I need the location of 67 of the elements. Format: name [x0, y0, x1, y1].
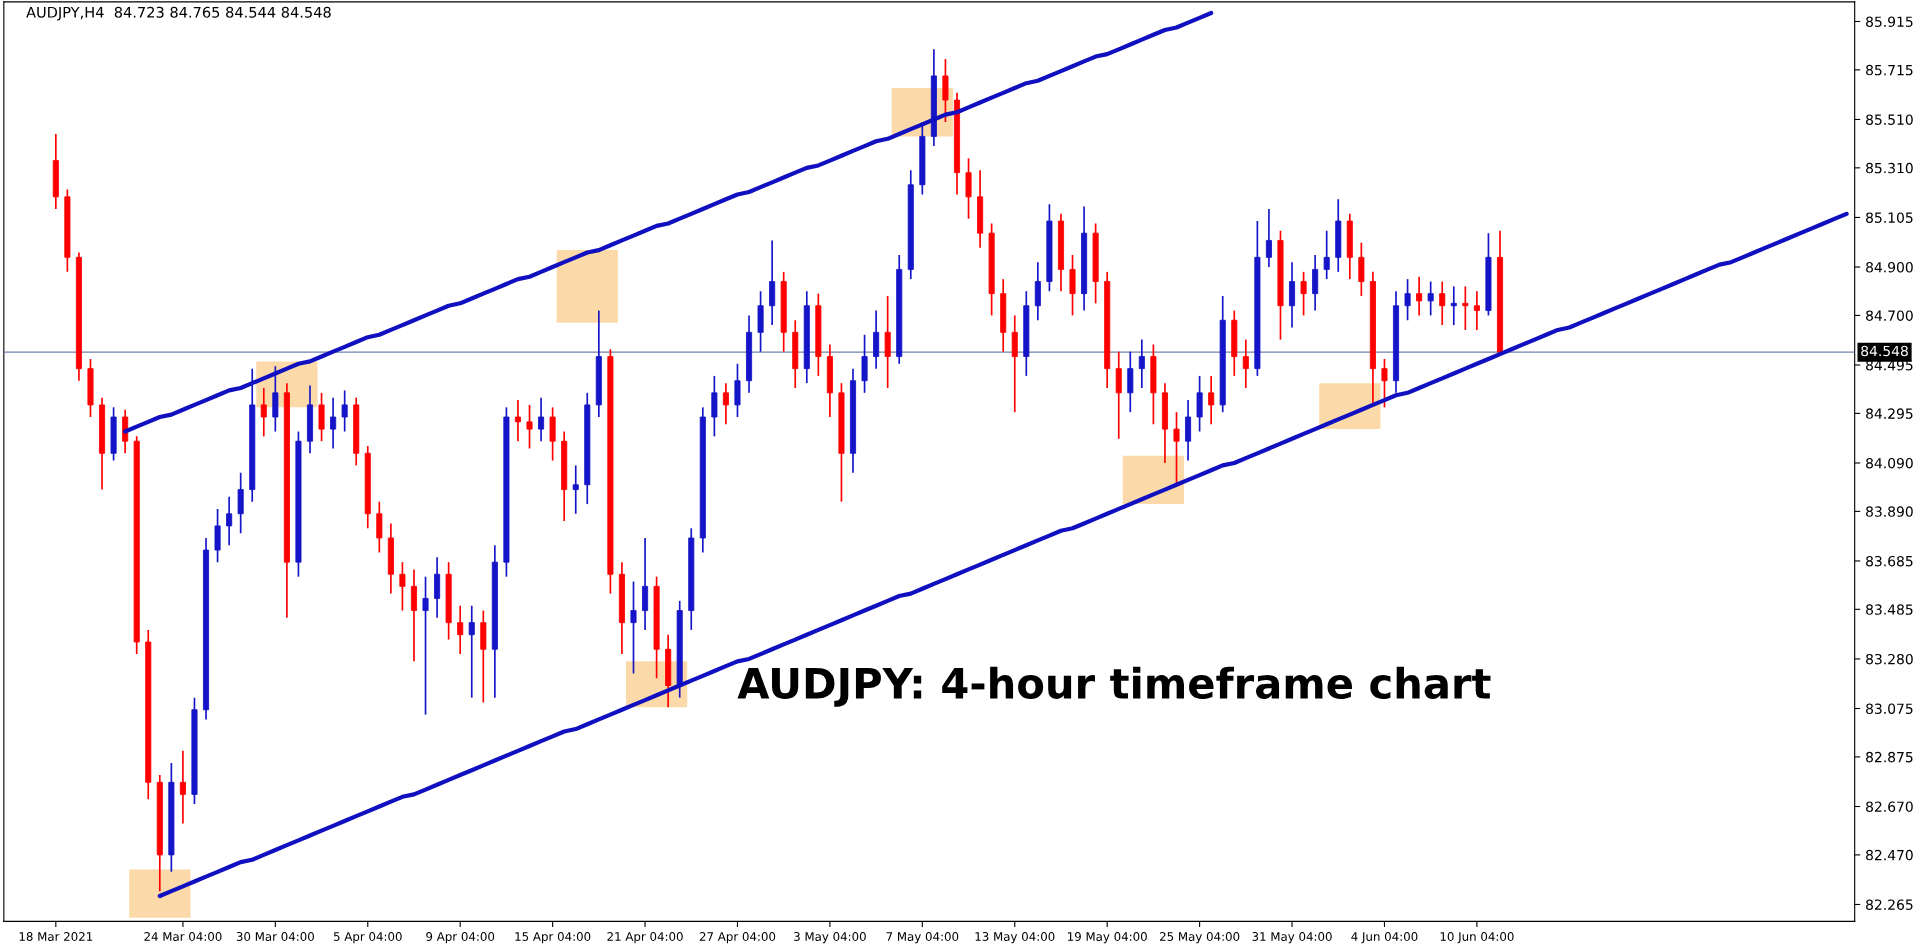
x-tick-label: 25 May 04:00: [1160, 932, 1240, 944]
candlestick: [330, 396, 337, 450]
y-tick-label: 85.715: [1866, 64, 1913, 76]
x-tick-label: 30 Mar 04:00: [236, 932, 314, 941]
y-tick-label: 83.485: [1866, 604, 1913, 615]
x-tick-label: 4 Jun 04:00: [1351, 932, 1418, 944]
annotation: AUDJPY: 4-hour timeframe chart: [737, 666, 1491, 707]
candlestick: [722, 382, 729, 426]
x-tick-label: 19 May 04:00: [1068, 932, 1147, 944]
x-tick-label: 13 May 04:00: [975, 932, 1055, 944]
candlestick: [1138, 338, 1145, 389]
candlestick: [572, 464, 579, 515]
ref-line-label: 84.548: [1861, 345, 1908, 357]
candlestick: [179, 750, 186, 825]
y-tick-label: 83.890: [1866, 506, 1913, 517]
y-tick-label: 84.295: [1866, 408, 1913, 419]
candlestick: [422, 575, 429, 716]
candlestick: [468, 604, 475, 699]
y-tick-label: 84.090: [1866, 457, 1913, 469]
x-tick-label: 3 May 04:00: [794, 932, 866, 944]
candlestick: [1242, 338, 1249, 389]
candlestick: [1416, 275, 1423, 317]
x-tick-label: 24 Mar 04:00: [144, 932, 222, 941]
y-tick-label: 83.685: [1866, 555, 1913, 567]
x-tick-label: 7 May 04:00: [886, 932, 959, 944]
candlestick: [1208, 375, 1215, 426]
chart-title: AUDJPY,H4 84.723 84.765 84.544 84.548: [26, 6, 331, 21]
x-tick-label: 5 Apr 04:00: [333, 932, 402, 944]
candlestick: [1265, 208, 1272, 268]
candlestick: [1473, 290, 1480, 331]
x-tick-label: 21 Apr 04:00: [607, 932, 683, 944]
y-tick-label: 82.265: [1866, 899, 1913, 910]
x-tick-label: 18 Mar 2021: [19, 932, 93, 941]
x-tick-label: 27 Apr 04:00: [699, 932, 776, 944]
candlestick: [1300, 271, 1307, 317]
candlestick: [1462, 285, 1469, 331]
candlestick: [1439, 280, 1446, 326]
candlestick: [341, 389, 348, 433]
y-tick-label: 85.510: [1866, 114, 1913, 125]
x-tick-label: 15 Apr 04:00: [515, 932, 591, 944]
y-tick-label: 82.670: [1866, 801, 1913, 812]
candlestick: [260, 387, 267, 438]
y-tick-label: 84.700: [1866, 310, 1913, 321]
y-tick-label: 83.075: [1866, 703, 1913, 714]
candlestick: [630, 580, 637, 675]
y-tick-label: 83.280: [1866, 653, 1913, 665]
candlestick: [1427, 280, 1434, 317]
y-tick-label: 85.915: [1866, 16, 1913, 27]
candlestick: [399, 561, 406, 612]
candlestick: [538, 396, 545, 443]
x-tick-label: 9 Apr 04:00: [426, 932, 495, 944]
y-tick-label: 85.310: [1866, 162, 1913, 174]
candlestick: [526, 404, 533, 450]
y-tick-label: 84.900: [1866, 262, 1913, 273]
candlestick: [1323, 229, 1330, 280]
candlestick: [1381, 358, 1388, 409]
y-tick-label: 82.470: [1866, 849, 1913, 861]
candlestick: [1404, 278, 1411, 322]
candlestick: [1450, 285, 1457, 326]
y-tick-label: 85.105: [1866, 212, 1913, 223]
y-tick-label: 82.875: [1866, 751, 1913, 763]
x-tick-label: 10 Jun 04:00: [1440, 932, 1514, 944]
x-tick-label: 31 May 04:00: [1252, 932, 1332, 944]
candlestick: [514, 399, 521, 443]
line-series: [157, 211, 1849, 899]
candlestick: [226, 496, 233, 547]
candlestick: [457, 604, 464, 655]
